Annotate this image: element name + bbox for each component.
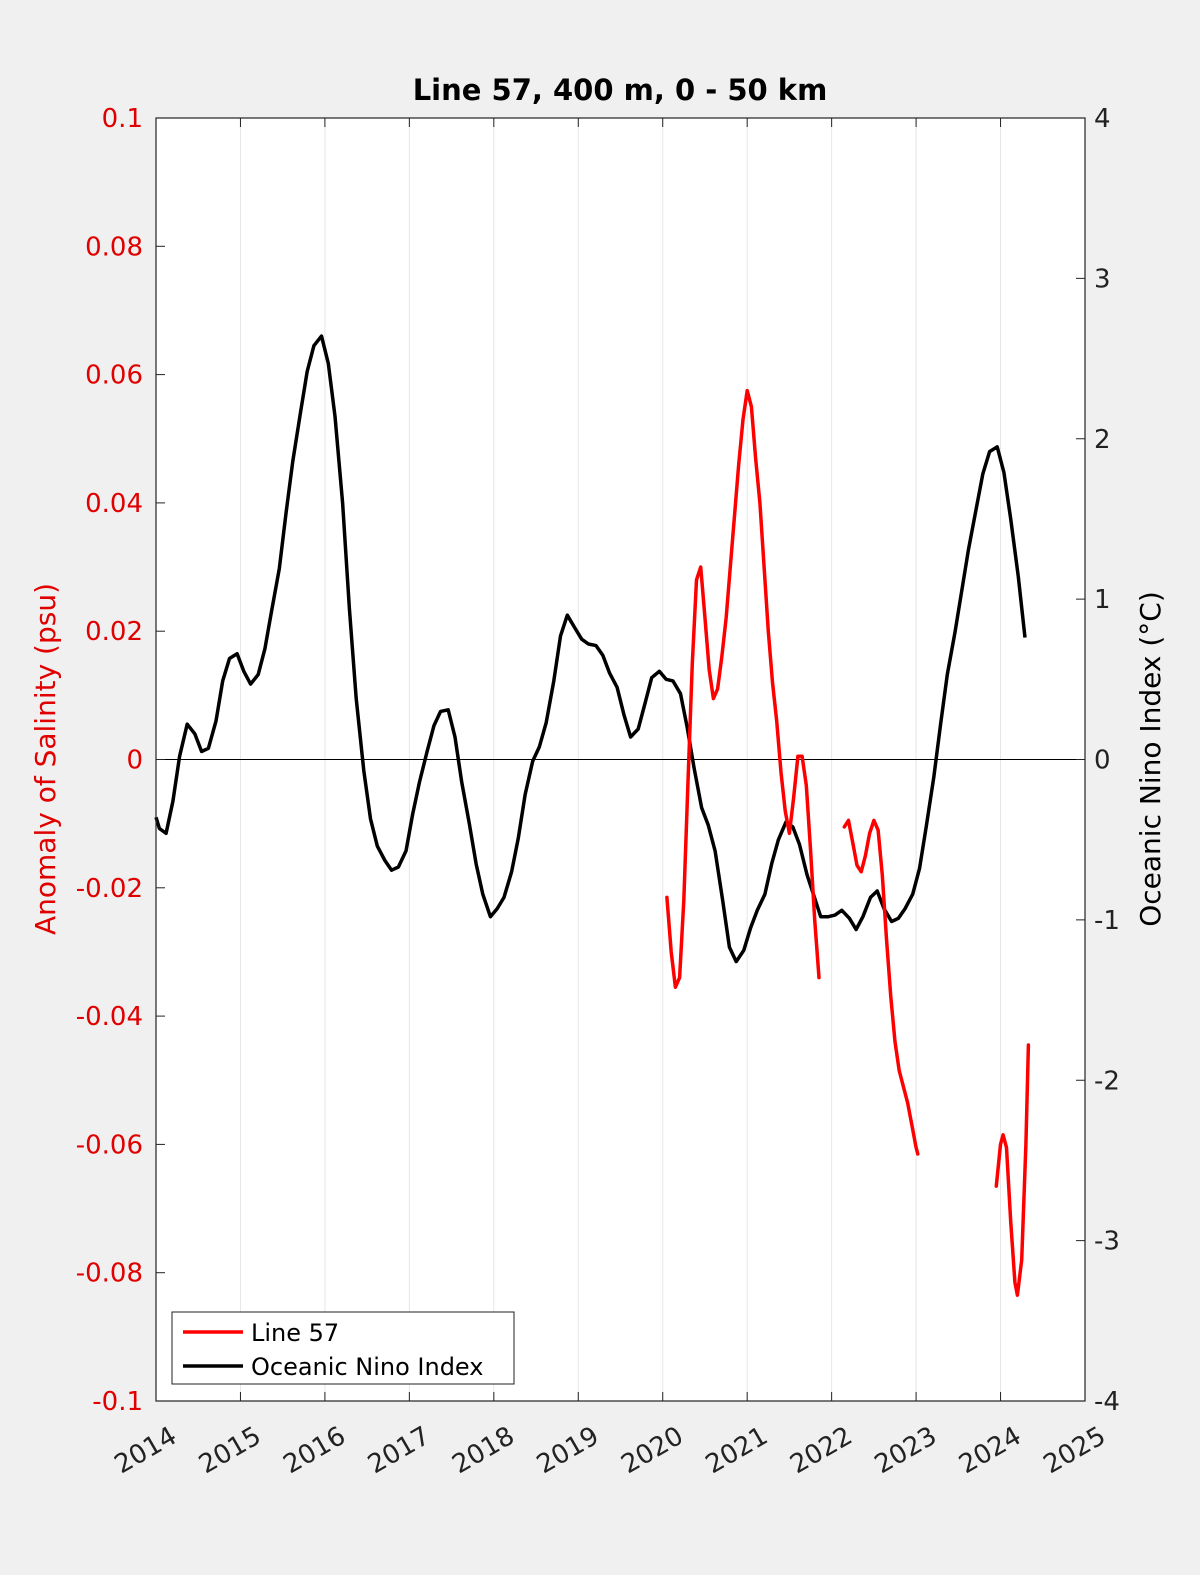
- left-y-tick-label-0.1: 0.1: [102, 104, 143, 134]
- left-y-tick-label-0.06: 0.06: [85, 361, 143, 391]
- right-y-tick-label--1: -1: [1094, 906, 1120, 936]
- series-line-line-57-segment-3: [994, 1043, 1031, 1297]
- left-y-tick-label-0.04: 0.04: [85, 489, 143, 519]
- left-y-tick-label--0.02: -0.02: [76, 874, 143, 904]
- left-y-axis: -0.1 -0.08 -0.06 -0.04 -0.02 0 0.02 0.04 0.06 0.0…: [76, 104, 165, 1417]
- right-y-axis-label: Oceanic Nino Index (°C): [1134, 591, 1167, 927]
- left-y-axis-label: Anomaly of Salinity (psu): [29, 583, 62, 935]
- left-y-tick-label--0.06: -0.06: [76, 1130, 143, 1160]
- left-y-tick-label-0.02: 0.02: [85, 617, 143, 647]
- right-y-tick-label-1: 1: [1094, 585, 1111, 615]
- chart-title: Line 57, 400 m, 0 - 50 km: [413, 73, 828, 107]
- left-y-tick-label-0.08: 0.08: [85, 232, 143, 262]
- right-y-axis: -4 -3 -2 -1 0 1 2 3 4: [1076, 104, 1120, 1417]
- series-line-line-57-segment-2: [842, 818, 920, 1156]
- right-y-tick-label--3: -3: [1094, 1227, 1120, 1257]
- right-y-tick-label-0: 0: [1094, 746, 1111, 776]
- right-y-tick-label-3: 3: [1094, 264, 1111, 294]
- legend-label-line-57: Line 57: [251, 1319, 339, 1347]
- right-y-tick-label-4: 4: [1094, 104, 1111, 134]
- legend: Line 57 Oceanic Nino Index: [171, 1311, 515, 1385]
- left-y-tick-label--0.1: -0.1: [92, 1387, 143, 1417]
- right-y-tick-label-2: 2: [1094, 425, 1111, 455]
- left-y-tick-label--0.08: -0.08: [76, 1259, 143, 1289]
- legend-box: [171, 1311, 515, 1385]
- right-y-tick-label--2: -2: [1094, 1066, 1120, 1096]
- right-y-tick-label--4: -4: [1094, 1387, 1120, 1417]
- series-line-oceanic-nino-index: [154, 334, 1027, 964]
- left-y-tick-label-0: 0: [126, 746, 143, 776]
- left-y-tick-label--0.04: -0.04: [76, 1002, 143, 1032]
- legend-label-oni: Oceanic Nino Index: [251, 1353, 483, 1381]
- series-line-line-57-segment-1: [665, 388, 821, 989]
- series-layer: [154, 334, 1031, 1297]
